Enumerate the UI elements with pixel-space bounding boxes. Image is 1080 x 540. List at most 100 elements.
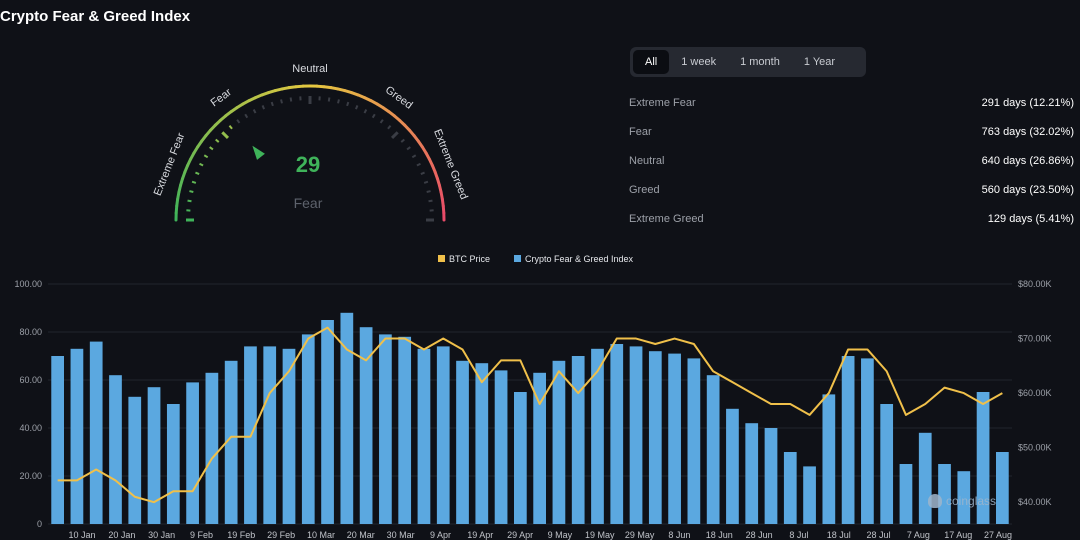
- fear-greed-bar[interactable]: [436, 346, 450, 524]
- fear-greed-bar[interactable]: [224, 360, 238, 524]
- stat-row-extreme-greed: Extreme Greed 129 days (5.41%): [629, 204, 1074, 233]
- tab-1-week[interactable]: 1 week: [681, 56, 717, 68]
- x-tick-label: 7 Aug: [907, 530, 930, 540]
- x-tick-label: 9 May: [548, 530, 573, 540]
- chart-legend[interactable]: BTC Price Crypto Fear & Greed Index: [438, 254, 634, 264]
- gauge-zone-label: Extreme Greed: [431, 128, 470, 202]
- fear-greed-bar[interactable]: [398, 336, 412, 524]
- fear-greed-bar[interactable]: [687, 358, 701, 524]
- fear-greed-bar[interactable]: [995, 452, 1009, 524]
- fear-greed-bar[interactable]: [513, 392, 527, 524]
- fear-greed-bar[interactable]: [205, 372, 219, 524]
- x-axis: 10 Jan 20 Jan 30 Jan 9 Feb 19 Feb 29 Feb 10 Ma…: [68, 530, 1012, 540]
- fear-greed-bar[interactable]: [706, 375, 720, 524]
- fear-greed-bar[interactable]: [648, 351, 662, 524]
- fear-greed-bar[interactable]: [938, 464, 951, 524]
- tab-1-year[interactable]: 1 Year: [803, 56, 836, 68]
- fear-greed-bar[interactable]: [109, 375, 122, 524]
- fear-greed-bar[interactable]: [301, 334, 315, 524]
- stat-row-extreme-fear: Extreme Fear 291 days (12.21%): [629, 88, 1074, 117]
- fear-greed-bar[interactable]: [571, 356, 585, 524]
- fear-greed-bar[interactable]: [456, 360, 469, 524]
- stat-value: 129 days (5.41%): [987, 212, 1074, 225]
- x-tick-label: 29 May: [625, 530, 655, 540]
- y-left-tick-label: 80.00: [19, 327, 42, 337]
- fear-greed-bar[interactable]: [51, 356, 65, 524]
- fear-greed-bar[interactable]: [976, 392, 990, 524]
- fear-greed-bar[interactable]: [552, 360, 566, 524]
- fear-greed-bar[interactable]: [861, 358, 874, 524]
- fear-greed-bar[interactable]: [147, 387, 161, 524]
- fear-greed-bar[interactable]: [764, 428, 778, 524]
- y-left-tick-label: 100.00: [14, 279, 42, 289]
- x-tick-label: 28 Jul: [867, 530, 891, 540]
- time-range-tabs: All 1 week 1 month 1 Year: [630, 47, 866, 77]
- fear-greed-bar[interactable]: [321, 320, 334, 524]
- fear-greed-bar[interactable]: [745, 423, 759, 524]
- fear-greed-bar[interactable]: [591, 348, 604, 524]
- stat-name: Fear: [629, 125, 652, 138]
- fear-greed-bar[interactable]: [918, 432, 932, 524]
- fear-greed-bar[interactable]: [475, 363, 489, 524]
- x-tick-label: 9 Feb: [190, 530, 213, 540]
- x-tick-label: 29 Apr: [507, 530, 533, 540]
- gauge-classification: Fear: [293, 195, 323, 211]
- fear-greed-bar[interactable]: [359, 327, 373, 524]
- fear-greed-bar[interactable]: [726, 408, 739, 524]
- fear-greed-bar[interactable]: [186, 382, 199, 524]
- stat-name: Greed: [629, 183, 660, 196]
- x-tick-label: 30 Jan: [148, 530, 175, 540]
- x-tick-label: 19 May: [585, 530, 615, 540]
- x-tick-label: 19 Apr: [467, 530, 493, 540]
- gauge-value: 29: [295, 152, 321, 177]
- x-tick-label: 18 Jun: [706, 530, 733, 540]
- legend-label[interactable]: BTC Price: [449, 254, 490, 264]
- fear-greed-bar[interactable]: [379, 334, 392, 524]
- y-right-tick-label: $50.00K: [1018, 443, 1052, 453]
- fear-greed-bar[interactable]: [494, 370, 508, 524]
- stat-row-neutral: Neutral 640 days (26.86%): [629, 146, 1074, 175]
- fear-greed-bar[interactable]: [89, 341, 103, 524]
- fear-greed-bar[interactable]: [610, 344, 624, 524]
- fear-greed-btc-chart: BTC Price Crypto Fear & Greed Index 0 20.0…: [14, 254, 1052, 540]
- fear-greed-bar[interactable]: [282, 348, 296, 524]
- tab-1-month[interactable]: 1 month: [740, 56, 780, 68]
- x-tick-label: 19 Feb: [227, 530, 255, 540]
- y-right-tick-label: $70.00K: [1018, 334, 1052, 344]
- btc-price-line[interactable]: [57, 326, 1003, 504]
- fear-greed-bar[interactable]: [880, 404, 894, 524]
- x-tick-label: 10 Mar: [307, 530, 335, 540]
- fear-greed-bar[interactable]: [166, 404, 180, 524]
- y-axis-left: 0 20.00 40.00 60.00 80.00 100.00: [14, 279, 42, 529]
- stat-row-fear: Fear 763 days (32.02%): [629, 117, 1074, 146]
- fear-greed-bar[interactable]: [417, 348, 431, 524]
- stat-row-greed: Greed 560 days (23.50%): [629, 175, 1074, 204]
- x-tick-label: 28 Jun: [746, 530, 773, 540]
- legend-label[interactable]: Crypto Fear & Greed Index: [525, 254, 634, 264]
- stat-value: 640 days (26.86%): [981, 154, 1074, 167]
- fear-greed-bar[interactable]: [899, 464, 913, 524]
- fear-greed-bar[interactable]: [128, 396, 142, 524]
- stat-name: Extreme Fear: [629, 96, 696, 109]
- gauge-zone-label: Neutral: [292, 63, 327, 75]
- fear-greed-bar[interactable]: [629, 346, 643, 524]
- fear-greed-bar[interactable]: [668, 353, 681, 524]
- fear-greed-bar[interactable]: [841, 356, 855, 524]
- fear-greed-gauge: Extreme Fear Fear Neutral Greed Extreme Gree…: [152, 63, 470, 222]
- legend-swatch: [514, 255, 521, 262]
- x-tick-label: 18 Jul: [827, 530, 851, 540]
- fear-greed-bar[interactable]: [957, 471, 971, 524]
- stat-value: 560 days (23.50%): [981, 183, 1074, 196]
- tab-all[interactable]: All: [633, 50, 670, 74]
- fear-greed-bar[interactable]: [70, 348, 84, 524]
- stat-value: 291 days (12.21%): [981, 96, 1074, 109]
- fear-greed-bar[interactable]: [340, 312, 354, 524]
- fear-greed-bar[interactable]: [822, 394, 836, 524]
- y-left-tick-label: 0: [37, 519, 42, 529]
- fear-greed-bar[interactable]: [533, 372, 547, 524]
- fear-greed-bar[interactable]: [803, 466, 816, 524]
- gauge-zone-labels: Extreme Fear Fear Neutral Greed Extreme Gree…: [152, 63, 470, 201]
- fear-greed-bar[interactable]: [783, 452, 797, 524]
- fear-greed-bar[interactable]: [263, 346, 277, 524]
- x-tick-label: 8 Jun: [668, 530, 690, 540]
